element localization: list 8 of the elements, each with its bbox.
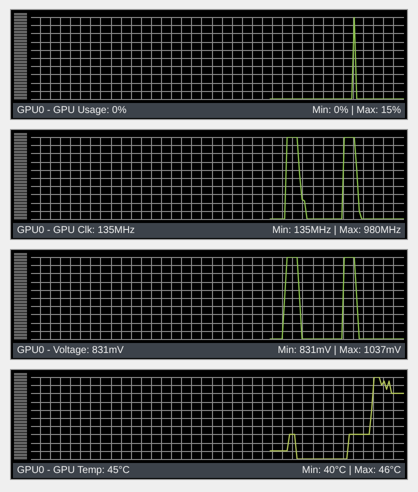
text: Min: 831mV | Max: 1037mV (278, 344, 401, 358)
text: GPU0 - Voltage: 831mV (17, 344, 124, 358)
text: Min: 0% | Max: 15% (312, 104, 401, 118)
text: Min: 40°C | Max: 46°C (302, 464, 401, 478)
text: GPU0 - GPU Clk: 135MHz (17, 224, 135, 238)
text: Min: 135MHz | Max: 980MHz (272, 224, 401, 238)
text: GPU0 - GPU Usage: 0% (17, 104, 126, 118)
text: GPU0 - GPU Temp: 45°C (17, 464, 130, 478)
